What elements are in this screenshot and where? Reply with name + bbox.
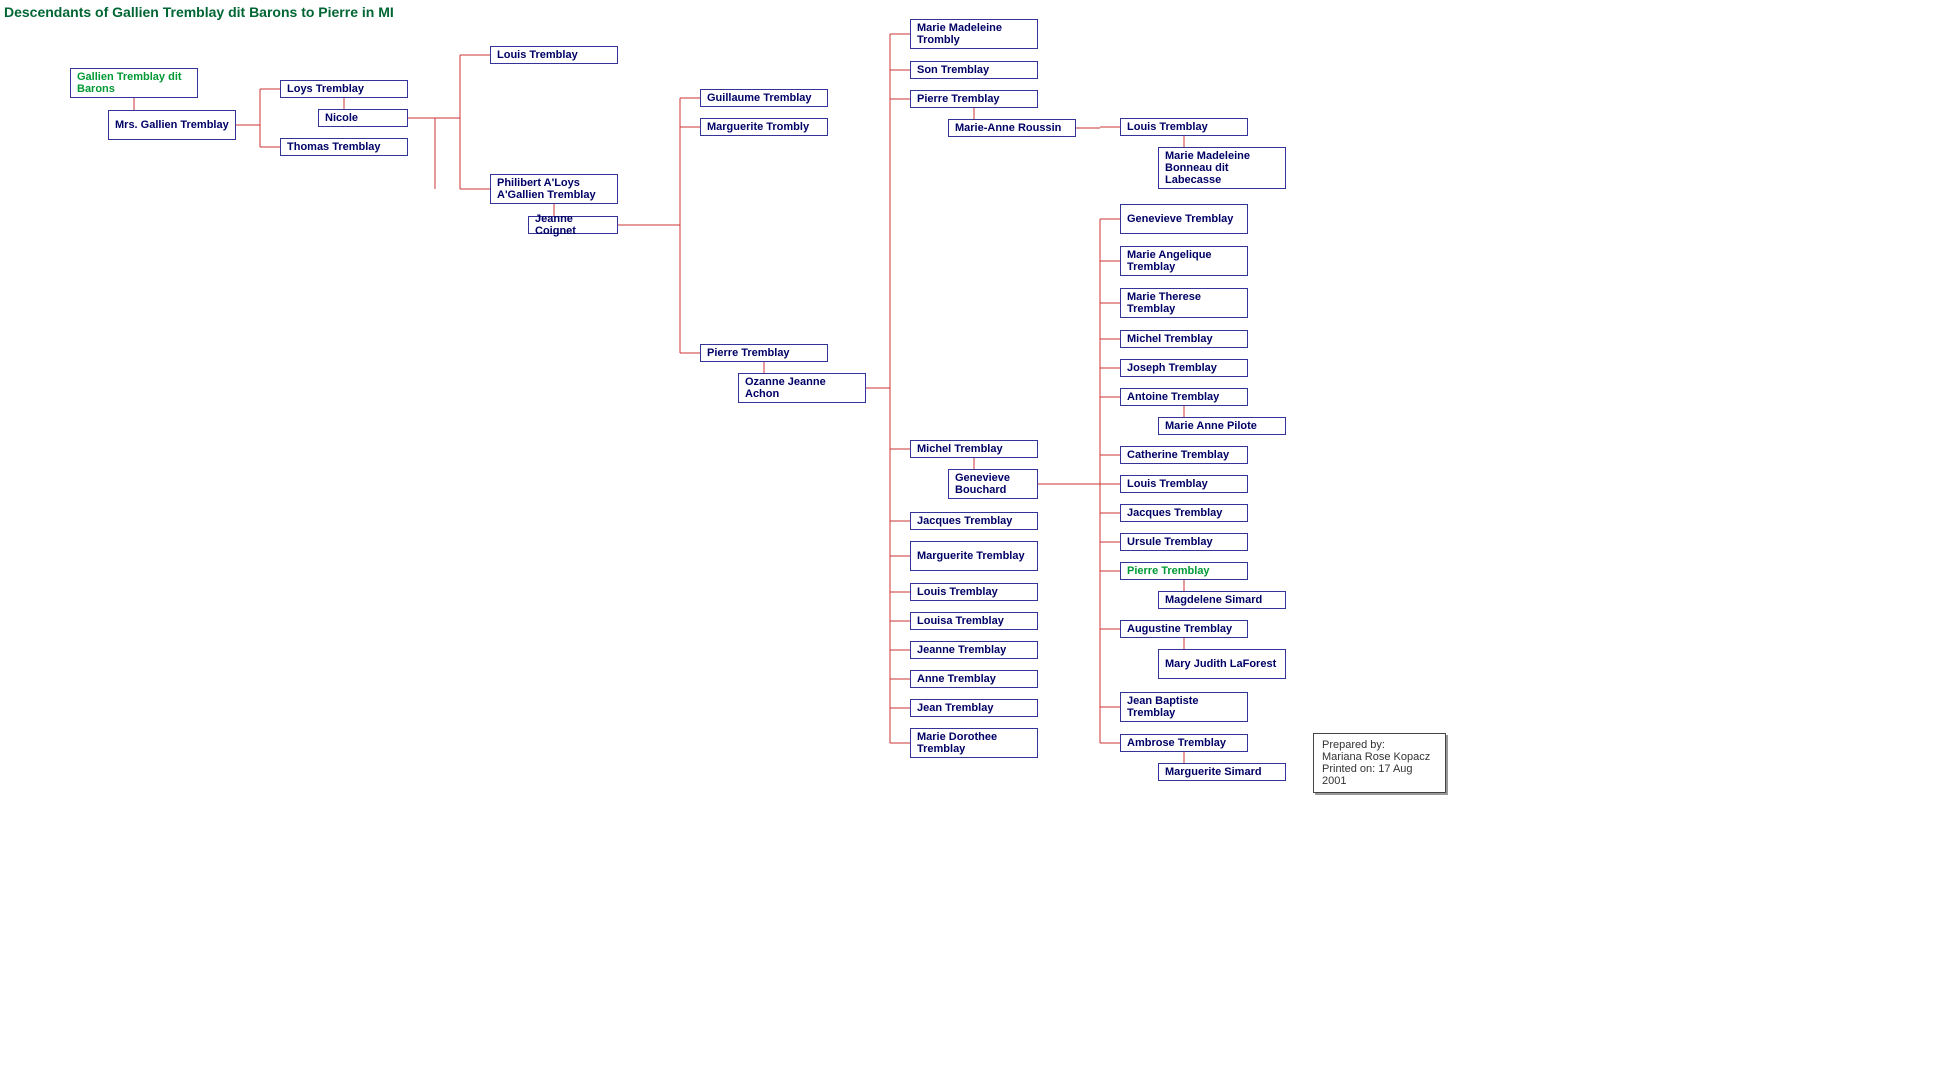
person-node[interactable]: Jeanne Coignet <box>528 216 618 234</box>
person-node[interactable]: Jacques Tremblay <box>1120 504 1248 522</box>
person-node[interactable]: Michel Tremblay <box>910 440 1038 458</box>
person-node[interactable]: Joseph Tremblay <box>1120 359 1248 377</box>
person-node[interactable]: Ozanne Jeanne Achon <box>738 373 866 403</box>
person-node[interactable]: Marie Dorothee Tremblay <box>910 728 1038 758</box>
credit-line-4: 2001 <box>1322 775 1437 787</box>
person-node[interactable]: Catherine Tremblay <box>1120 446 1248 464</box>
person-node[interactable]: Antoine Tremblay <box>1120 388 1248 406</box>
person-node[interactable]: Marie Madeleine Bonneau dit Labecasse <box>1158 147 1286 189</box>
credit-box: Prepared by: Mariana Rose Kopacz Printed… <box>1313 733 1446 793</box>
person-node[interactable]: Marie Madeleine Trombly <box>910 19 1038 49</box>
person-node[interactable]: Jeanne Tremblay <box>910 641 1038 659</box>
person-node[interactable]: Marie-Anne Roussin <box>948 119 1076 137</box>
person-node[interactable]: Nicole <box>318 109 408 127</box>
person-node[interactable]: Jean Tremblay <box>910 699 1038 717</box>
person-node[interactable]: Michel Tremblay <box>1120 330 1248 348</box>
person-node[interactable]: Genevieve Tremblay <box>1120 204 1248 234</box>
person-node[interactable]: Marguerite Simard <box>1158 763 1286 781</box>
person-node[interactable]: Marie Anne Pilote <box>1158 417 1286 435</box>
chart-title: Descendants of Gallien Tremblay dit Baro… <box>4 4 394 20</box>
person-node[interactable]: Guillaume Tremblay <box>700 89 828 107</box>
credit-line-3: Printed on: 17 Aug <box>1322 763 1437 775</box>
person-node[interactable]: Marie Therese Tremblay <box>1120 288 1248 318</box>
person-node[interactable]: Son Tremblay <box>910 61 1038 79</box>
person-node[interactable]: Genevieve Bouchard <box>948 469 1038 499</box>
person-node[interactable]: Pierre Tremblay <box>910 90 1038 108</box>
person-node[interactable]: Ursule Tremblay <box>1120 533 1248 551</box>
person-node[interactable]: Philibert A'Loys A'Gallien Tremblay <box>490 174 618 204</box>
credit-line-1: Prepared by: <box>1322 739 1437 751</box>
person-node[interactable]: Anne Tremblay <box>910 670 1038 688</box>
person-node[interactable]: Louis Tremblay <box>490 46 618 64</box>
person-node[interactable]: Marie Angelique Tremblay <box>1120 246 1248 276</box>
person-node[interactable]: Louis Tremblay <box>1120 475 1248 493</box>
person-node[interactable]: Louisa Tremblay <box>910 612 1038 630</box>
person-node[interactable]: Pierre Tremblay <box>1120 562 1248 580</box>
person-node[interactable]: Marguerite Trombly <box>700 118 828 136</box>
person-node[interactable]: Pierre Tremblay <box>700 344 828 362</box>
credit-line-2: Mariana Rose Kopacz <box>1322 751 1437 763</box>
person-node[interactable]: Ambrose Tremblay <box>1120 734 1248 752</box>
person-node[interactable]: Louis Tremblay <box>910 583 1038 601</box>
person-node[interactable]: Mrs. Gallien Tremblay <box>108 110 236 140</box>
person-node[interactable]: Mary Judith LaForest <box>1158 649 1286 679</box>
person-node[interactable]: Marguerite Tremblay <box>910 541 1038 571</box>
person-node[interactable]: Louis Tremblay <box>1120 118 1248 136</box>
person-node[interactable]: Augustine Tremblay <box>1120 620 1248 638</box>
person-node[interactable]: Jean Baptiste Tremblay <box>1120 692 1248 722</box>
person-node[interactable]: Gallien Tremblay dit Barons <box>70 68 198 98</box>
person-node[interactable]: Thomas Tremblay <box>280 138 408 156</box>
person-node[interactable]: Jacques Tremblay <box>910 512 1038 530</box>
person-node[interactable]: Loys Tremblay <box>280 80 408 98</box>
person-node[interactable]: Magdelene Simard <box>1158 591 1286 609</box>
